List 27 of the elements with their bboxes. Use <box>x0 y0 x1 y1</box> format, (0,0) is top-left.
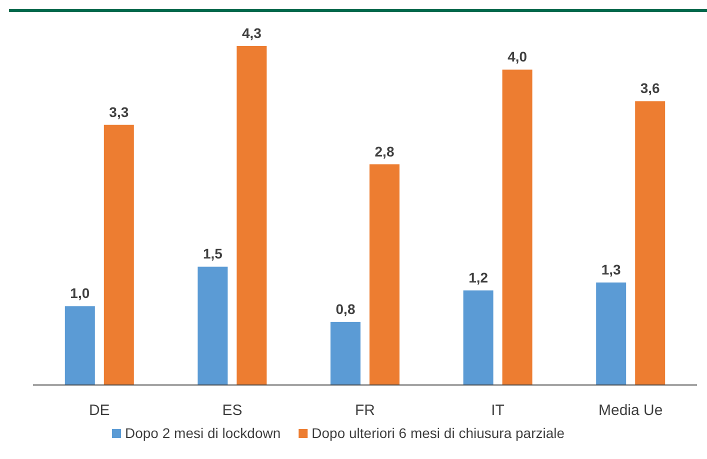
legend-label: Dopo ulteriori 6 mesi di chiusura parziale <box>312 425 565 441</box>
data-label: 1,5 <box>202 246 223 262</box>
data-label: 4,3 <box>242 25 262 41</box>
data-label: 1,3 <box>601 262 622 278</box>
data-label: 2,8 <box>374 143 394 160</box>
data-label: 3,3 <box>109 104 129 120</box>
x-tick-label: DE <box>88 402 110 419</box>
bar <box>104 124 134 385</box>
data-label: 0,8 <box>336 300 356 317</box>
data-label: 3,6 <box>640 80 660 96</box>
bar <box>330 322 360 385</box>
bar <box>463 290 494 385</box>
bar <box>236 46 267 385</box>
x-tick-label: Media Ue <box>598 402 663 419</box>
bar <box>596 282 626 385</box>
data-label: 1,2 <box>468 269 488 286</box>
x-tick-label: FR <box>355 402 376 419</box>
x-tick-label: ES <box>222 402 242 419</box>
bar <box>64 306 95 385</box>
bar <box>635 101 666 385</box>
x-tick-label: IT <box>491 402 504 419</box>
data-label: 1,0 <box>70 285 90 302</box>
bar <box>370 164 400 385</box>
legend-label: Dopo 2 mesi di lockdown <box>125 425 281 441</box>
bar <box>502 70 532 385</box>
bar <box>198 266 228 385</box>
data-label: 4,0 <box>508 48 528 65</box>
